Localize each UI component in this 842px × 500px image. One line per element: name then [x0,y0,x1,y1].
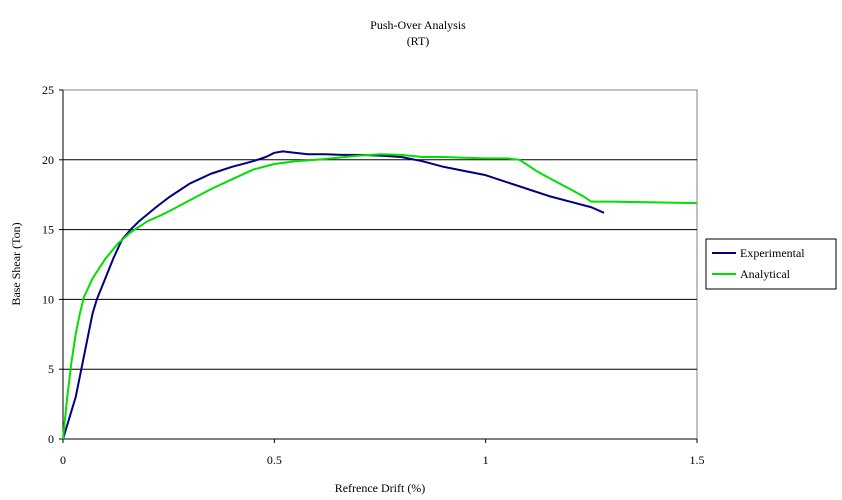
series-group [62,150,698,440]
legend-label-analytical: Analytical [740,267,791,281]
y-tick-label-2: 10 [42,292,54,306]
y-axis-ticks: 0 5 10 15 20 25 [42,83,63,446]
chart-title: Push-Over Analysis [370,18,466,32]
chart-subtitle: (RT) [407,34,430,48]
gridlines [62,90,697,440]
y-tick-label-3: 15 [42,223,54,237]
plot-area [62,89,698,440]
y-tick-label-0: 0 [48,432,54,446]
x-axis-ticks: 0 0.5 1 1.5 [60,439,705,467]
x-tick-label-0: 0 [60,453,66,467]
series-line-experimental [62,150,605,440]
x-tick-label-2: 1 [483,453,489,467]
x-tick-label-3: 1.5 [690,453,705,467]
legend-box [705,238,837,290]
y-axis-label: Base Shear (Ton) [9,222,23,305]
legend-label-experimental: Experimental [740,246,805,260]
series-line-analytical [62,153,698,440]
x-tick-label-1: 0.5 [267,453,282,467]
x-axis-label: Refrence Drift (%) [335,481,426,495]
y-tick-label-4: 20 [42,153,54,167]
y-tick-label-1: 5 [48,362,54,376]
legend: Experimental Analytical [705,238,837,290]
y-tick-label-5: 25 [42,83,54,97]
